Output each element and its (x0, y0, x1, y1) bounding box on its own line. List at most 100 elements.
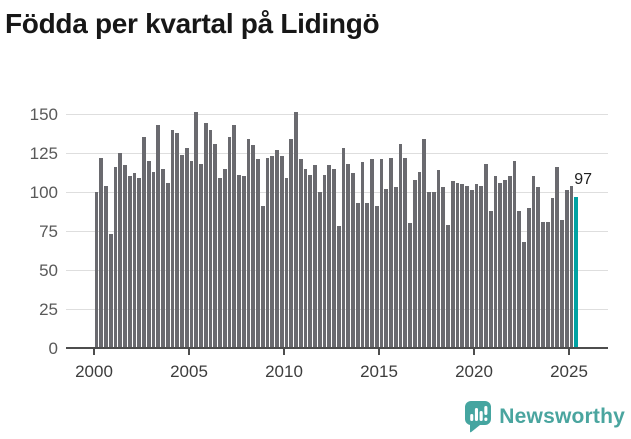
bar-quarter (403, 157, 408, 348)
bar-quarter (384, 188, 389, 348)
bar-quarter (270, 156, 275, 348)
bar-quarter (213, 143, 218, 348)
bar-quarter (118, 153, 123, 348)
bar-quarter (455, 182, 460, 348)
x-axis-label-2005: 2005 (170, 362, 208, 381)
bar-quarter (203, 123, 208, 348)
bar-quarter (308, 174, 313, 348)
y-axis-label-25: 25 (39, 300, 58, 319)
bar-quarter (531, 176, 536, 348)
bar-quarter (389, 157, 393, 348)
bar-quarter (341, 148, 346, 348)
x-axis-tick-2000 (93, 349, 95, 355)
bar-quarter (522, 241, 526, 348)
bar-quarter (275, 149, 279, 348)
x-axis-label-2020: 2020 (455, 362, 493, 381)
bar-quarter (294, 112, 298, 348)
bar-quarter (351, 173, 355, 348)
bar-quarter (569, 185, 574, 348)
bar-quarter (303, 168, 308, 348)
bar-quarter (104, 185, 108, 348)
bar-quarter (474, 184, 479, 348)
x-axis-label-2010: 2010 (265, 362, 303, 381)
bar-quarter (170, 129, 175, 348)
bar-quarter (545, 221, 550, 348)
bar-quarter (180, 154, 184, 348)
y-axis-label-0: 0 (48, 339, 58, 358)
bar-quarter (227, 137, 232, 348)
bar-quarter (469, 190, 474, 348)
bar-quarter (507, 176, 512, 348)
gridline-y-150 (66, 113, 608, 115)
bar-quarter (555, 167, 560, 348)
bar-quarter (564, 190, 569, 348)
bar-quarter (189, 160, 194, 348)
logo-text: Newsworthy (499, 404, 625, 428)
bar-quarter (346, 163, 351, 348)
bar-quarter (123, 165, 127, 348)
bar-quarter (374, 206, 379, 348)
x-axis-tick-2005 (188, 349, 190, 355)
bar-quarter (460, 184, 465, 348)
bar-quarter (465, 185, 469, 348)
bar-quarter (237, 174, 241, 348)
x-axis-tick-2020 (473, 349, 475, 355)
bar-quarter (512, 160, 517, 348)
bar-quarter (298, 159, 303, 348)
bar-quarter (503, 179, 507, 348)
gridline-y-100 (66, 191, 608, 193)
bar-quarter (165, 182, 170, 348)
bar-quarter (161, 168, 165, 348)
y-axis-label-100: 100 (29, 183, 58, 202)
bar-quarter (427, 192, 431, 348)
bar-quarter (194, 112, 199, 348)
bar-quarter (142, 137, 146, 348)
bar-quarter (493, 176, 498, 348)
bar-quarter (479, 185, 484, 348)
bar-quarter (108, 234, 113, 348)
bar-quarter (246, 138, 251, 348)
bar-quarter (222, 168, 227, 348)
bar-quarter (99, 157, 104, 348)
bar-quarter (441, 187, 446, 348)
bar-quarter (332, 168, 336, 348)
x-axis-tick-2015 (378, 349, 380, 355)
bar-quarter (265, 157, 270, 348)
bar-quarter (417, 171, 422, 348)
bar-quarter (132, 173, 137, 348)
bar-quarter (199, 163, 203, 348)
gridline-y-125 (66, 152, 608, 154)
bar-quarter (336, 226, 341, 348)
bar-quarter (218, 177, 222, 348)
bar-quarter (365, 202, 370, 348)
x-axis-line (66, 346, 608, 349)
bar-quarter (360, 162, 365, 348)
bar-quarter (208, 129, 213, 348)
bar-quarter (436, 170, 441, 348)
y-axis-label-50: 50 (39, 261, 58, 280)
bar-quarter (137, 177, 142, 348)
bar-quarter (370, 159, 374, 348)
bar-quarter (541, 221, 545, 348)
bar-quarter (431, 192, 436, 348)
chart-title: Födda per kvartal på Lidingö (5, 8, 380, 39)
bar-quarter (560, 220, 564, 348)
x-axis-tick-2010 (283, 349, 285, 355)
bar-quarter (550, 198, 555, 348)
bar-quarter (327, 165, 332, 348)
bar-quarter (232, 124, 237, 348)
bar-quarter (517, 210, 522, 348)
x-axis-label-2025: 2025 (550, 362, 588, 381)
bar-quarter (184, 148, 189, 348)
bar-quarter (526, 207, 531, 348)
bar-quarter (251, 145, 256, 348)
newsworthy-logo[interactable]: Newsworthy (464, 400, 625, 433)
bar-quarter (322, 174, 327, 348)
bar-quarter (498, 182, 503, 348)
y-axis-label-150: 150 (29, 105, 58, 124)
bar-quarter (113, 167, 118, 348)
bar-quarter (379, 159, 384, 348)
bar-quarter (256, 159, 260, 348)
bar-highlighted-latest-quarter (574, 196, 579, 348)
bar-quarter (156, 124, 161, 348)
